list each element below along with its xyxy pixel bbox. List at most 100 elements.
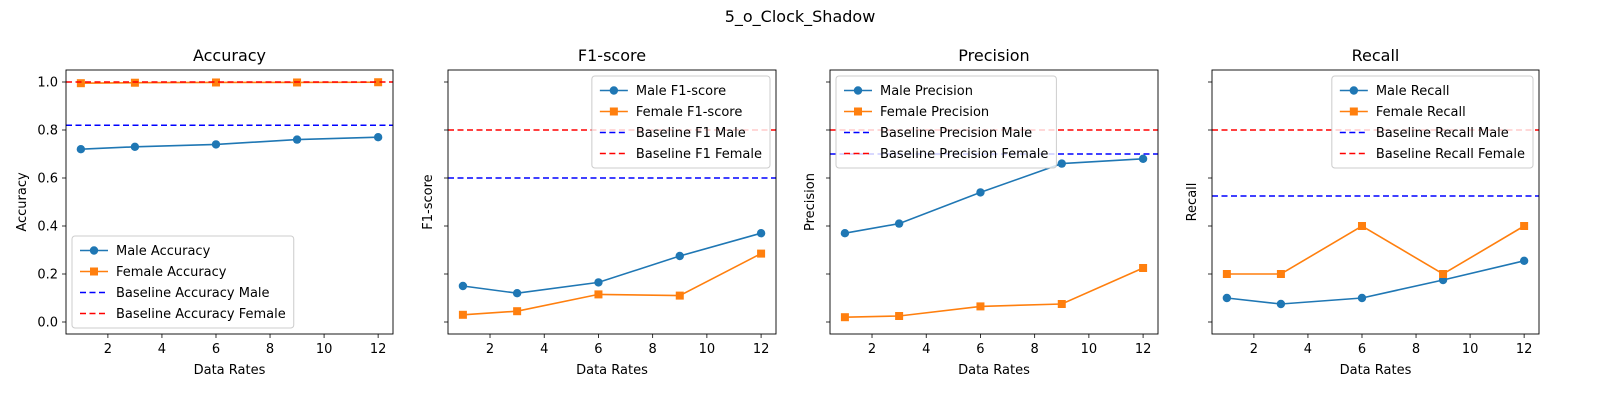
series-male-precision-point — [840, 229, 850, 238]
legend-marker — [609, 86, 619, 95]
legend-label: Baseline F1 Female — [636, 147, 762, 162]
x-axis-label: Data Rates — [194, 363, 266, 378]
x-tick-label: 4 — [158, 342, 166, 357]
legend-label: Male Accuracy — [116, 244, 211, 259]
legend-label: Baseline Recall Male — [1376, 126, 1509, 141]
series-female-precision-point — [895, 312, 904, 320]
legend-item: Baseline Recall Male — [1339, 126, 1509, 141]
legend-marker — [1349, 107, 1358, 116]
x-tick-label: 2 — [486, 342, 494, 357]
legend-item: Baseline Recall Female — [1339, 147, 1525, 162]
subplot-title: F1-score — [578, 46, 646, 65]
legend-label: Male Precision — [880, 84, 973, 99]
y-tick-label: 1.0 — [37, 76, 58, 91]
legend-marker — [1349, 86, 1359, 95]
x-tick-label: 2 — [868, 342, 876, 357]
legend-label: Female Recall — [1376, 105, 1466, 120]
series-male-accuracy-point — [211, 140, 221, 149]
plot-area — [66, 78, 393, 154]
legend-item: Baseline Accuracy Male — [80, 286, 270, 301]
series-male-precision-point — [894, 219, 904, 228]
series-female-f1-score-point — [513, 307, 522, 316]
series-female-accuracy-point — [211, 78, 220, 87]
legend-item: Female Accuracy — [80, 265, 227, 280]
subplot-1: Accuracy 2 4 6 8 10 12 0.0 0.2 0.4 0.6 0.8 1.0 Data R… — [15, 46, 394, 378]
series-male-f1-score-point — [512, 289, 522, 298]
x-tick-label: 10 — [699, 342, 716, 357]
y-tick-label: 0.2 — [37, 268, 58, 283]
legend-marker — [609, 107, 618, 116]
x-tick-label: 8 — [649, 342, 657, 357]
y-axis-label: F1-score — [421, 174, 436, 229]
x-tick-label: 4 — [1304, 342, 1312, 357]
x-tick-label: 8 — [266, 342, 274, 357]
subplot-title: Precision — [958, 46, 1029, 65]
legend-label: Baseline Precision Female — [880, 147, 1048, 162]
legend-item: Baseline F1 Male — [599, 126, 746, 141]
series-male-f1-score-point — [756, 229, 766, 238]
legend-item: Female Precision — [844, 105, 989, 120]
series-female-accuracy-point — [76, 79, 85, 88]
axes-frame — [447, 69, 777, 335]
legend-label: Male Recall — [1376, 84, 1450, 99]
series-female-f1-score-point — [757, 249, 766, 258]
legend: Male Recall Female Recall Baseline Recall … — [1331, 75, 1534, 169]
legend-label: Baseline Accuracy Female — [116, 307, 286, 322]
x-tick-label: 2 — [104, 342, 112, 357]
legend-item: Baseline Precision Male — [844, 126, 1032, 141]
x-tick-label: 6 — [212, 342, 220, 357]
y-axis-label: Precision — [803, 173, 818, 231]
legend-label: Baseline Recall Female — [1376, 147, 1525, 162]
series-male-accuracy-point — [76, 145, 86, 154]
series-male-accuracy-point — [292, 135, 302, 144]
series-female-precision-point — [1057, 300, 1066, 308]
x-tick-label: 8 — [1412, 342, 1420, 357]
x-tick-label: 2 — [1250, 342, 1258, 357]
series-male-f1-score-point — [675, 251, 684, 261]
subplot-title: Recall — [1352, 46, 1400, 65]
figure-suptitle: 5_o_Clock_Shadow — [725, 7, 876, 27]
x-tick-label: 6 — [976, 342, 984, 357]
legend-marker — [854, 107, 862, 116]
subplot-4: Recall 2 4 6 8 10 12 Data Rates Recall Male Recal… — [1185, 46, 1540, 378]
x-axis-label: Data Rates — [958, 363, 1030, 378]
x-tick-label: 10 — [316, 342, 333, 357]
legend-frame — [835, 75, 1057, 169]
legend-frame — [1331, 75, 1534, 169]
x-tick-label: 12 — [753, 342, 770, 357]
series-male-precision-point — [976, 188, 985, 197]
series-male-recall-point — [1222, 293, 1232, 303]
x-axis-label: Data Rates — [576, 363, 648, 378]
series-male-recall-point — [1357, 293, 1367, 303]
legend-label: Female F1-score — [636, 105, 743, 120]
series-female-precision-point — [976, 302, 985, 311]
series-female-recall-point — [1439, 270, 1448, 278]
series-female-recall-point — [1276, 270, 1285, 278]
series-male-recall-point — [1276, 299, 1286, 309]
series-male-f1-score-point — [458, 281, 468, 291]
legend-label: Male F1-score — [636, 84, 726, 99]
series-male-accuracy-point — [130, 142, 140, 151]
series-male-precision-point — [1057, 159, 1066, 168]
legend-item: Male Accuracy — [80, 244, 211, 259]
series-female-f1-score-point — [675, 291, 684, 300]
legend-item: Baseline Precision Female — [844, 147, 1048, 162]
subplot-3: Precision 2 4 6 8 10 12 Data Rates Precision Male… — [803, 46, 1159, 378]
legend-marker — [89, 246, 99, 255]
legend-item: Female F1-score — [599, 105, 743, 120]
series-female-precision-point — [840, 313, 849, 322]
x-tick-label: 4 — [922, 342, 930, 357]
legend-item: Baseline Accuracy Female — [80, 307, 286, 322]
series-female-f1-score-point — [594, 290, 603, 299]
legend-label: Baseline F1 Male — [636, 126, 746, 141]
legend-item: Female Recall — [1339, 105, 1466, 120]
y-axis-label: Recall — [1185, 183, 1200, 222]
y-tick-label: 0.4 — [37, 220, 58, 235]
legend-label: Baseline Accuracy Male — [116, 286, 270, 301]
series-male-f1-score-point — [594, 278, 603, 287]
y-tick-label: 0.0 — [37, 316, 58, 331]
y-tick-label: 0.8 — [37, 124, 58, 139]
x-tick-label: 8 — [1031, 342, 1039, 357]
x-tick-label: 10 — [1462, 342, 1479, 357]
axes-frame — [65, 69, 394, 335]
